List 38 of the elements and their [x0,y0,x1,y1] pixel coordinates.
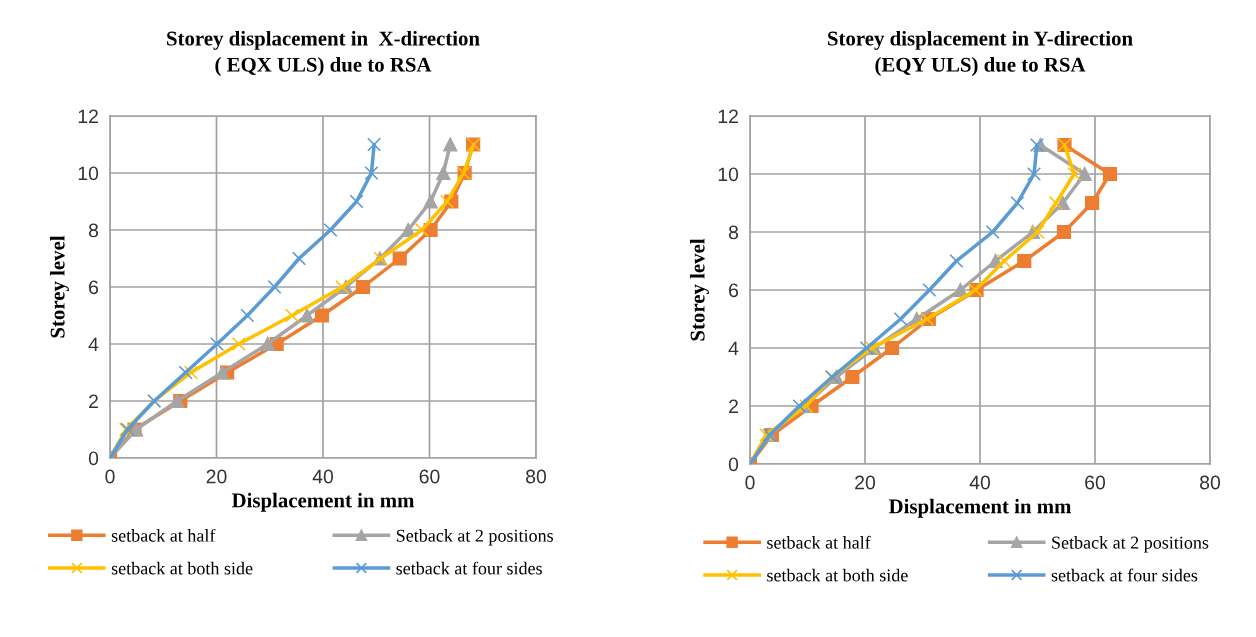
legend-label: Setback at 2 positions [1052,536,1209,553]
y-tick-label: 0 [88,451,99,466]
y-tick-label: 12 [718,109,738,124]
x-tick-label: 60 [1085,475,1106,490]
x-axis-title: Displacement in mm [888,498,1072,518]
y-axis-title: Storey level [689,238,709,341]
legend-label: Setback at 2 positions [396,529,553,546]
legend-label: setback at both side [767,568,908,582]
y-tick-label: 8 [728,225,739,240]
y-tick-label: 0 [728,457,739,472]
y-tick-label: 8 [88,223,99,238]
x-tick-label: 0 [105,469,115,484]
x-tick-label: 40 [312,469,334,484]
chart-title: Storey displacement in X-direction ( EQX ULS) due to RSA [167,30,480,76]
legend-label: setback at both side [111,561,253,575]
y-tick-label: 6 [89,280,99,295]
y-tick-label: 4 [88,337,99,352]
x-tick-label: 40 [969,475,991,490]
y-tick-label: 4 [728,341,739,356]
x-tick-label: 0 [745,475,755,490]
x-tick-label: 60 [419,469,440,484]
x-tick-label: 80 [526,469,547,484]
legend-label: setback at four sides [396,561,542,575]
y-tick-label: 12 [78,109,98,124]
y-tick-label: 10 [718,167,739,182]
legend-label: setback at four sides [1051,568,1198,582]
x-tick-label: 80 [1200,475,1221,490]
x-tick-label: 20 [206,469,227,484]
legend-label: setback at half [767,535,871,549]
chart-title: Storey displacement in Y-direction (EQY ULS) due to RSA [828,30,1133,76]
x-tick-label: 20 [855,475,876,490]
y-axis-title: Storey level [49,235,69,338]
legend-label: setback at half [111,528,216,542]
y-tick-label: 6 [729,283,739,298]
y-tick-label: 10 [78,166,99,181]
x-axis-title: Displacement in mm [231,492,415,512]
y-tick-label: 2 [729,399,738,414]
y-tick-label: 2 [89,394,98,409]
